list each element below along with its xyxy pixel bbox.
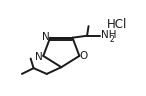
Text: 2: 2 <box>109 35 114 44</box>
Text: NH: NH <box>101 30 117 40</box>
Text: O: O <box>79 51 88 61</box>
Text: HCl: HCl <box>107 17 127 31</box>
Text: N: N <box>42 32 50 42</box>
Text: N: N <box>35 52 43 62</box>
